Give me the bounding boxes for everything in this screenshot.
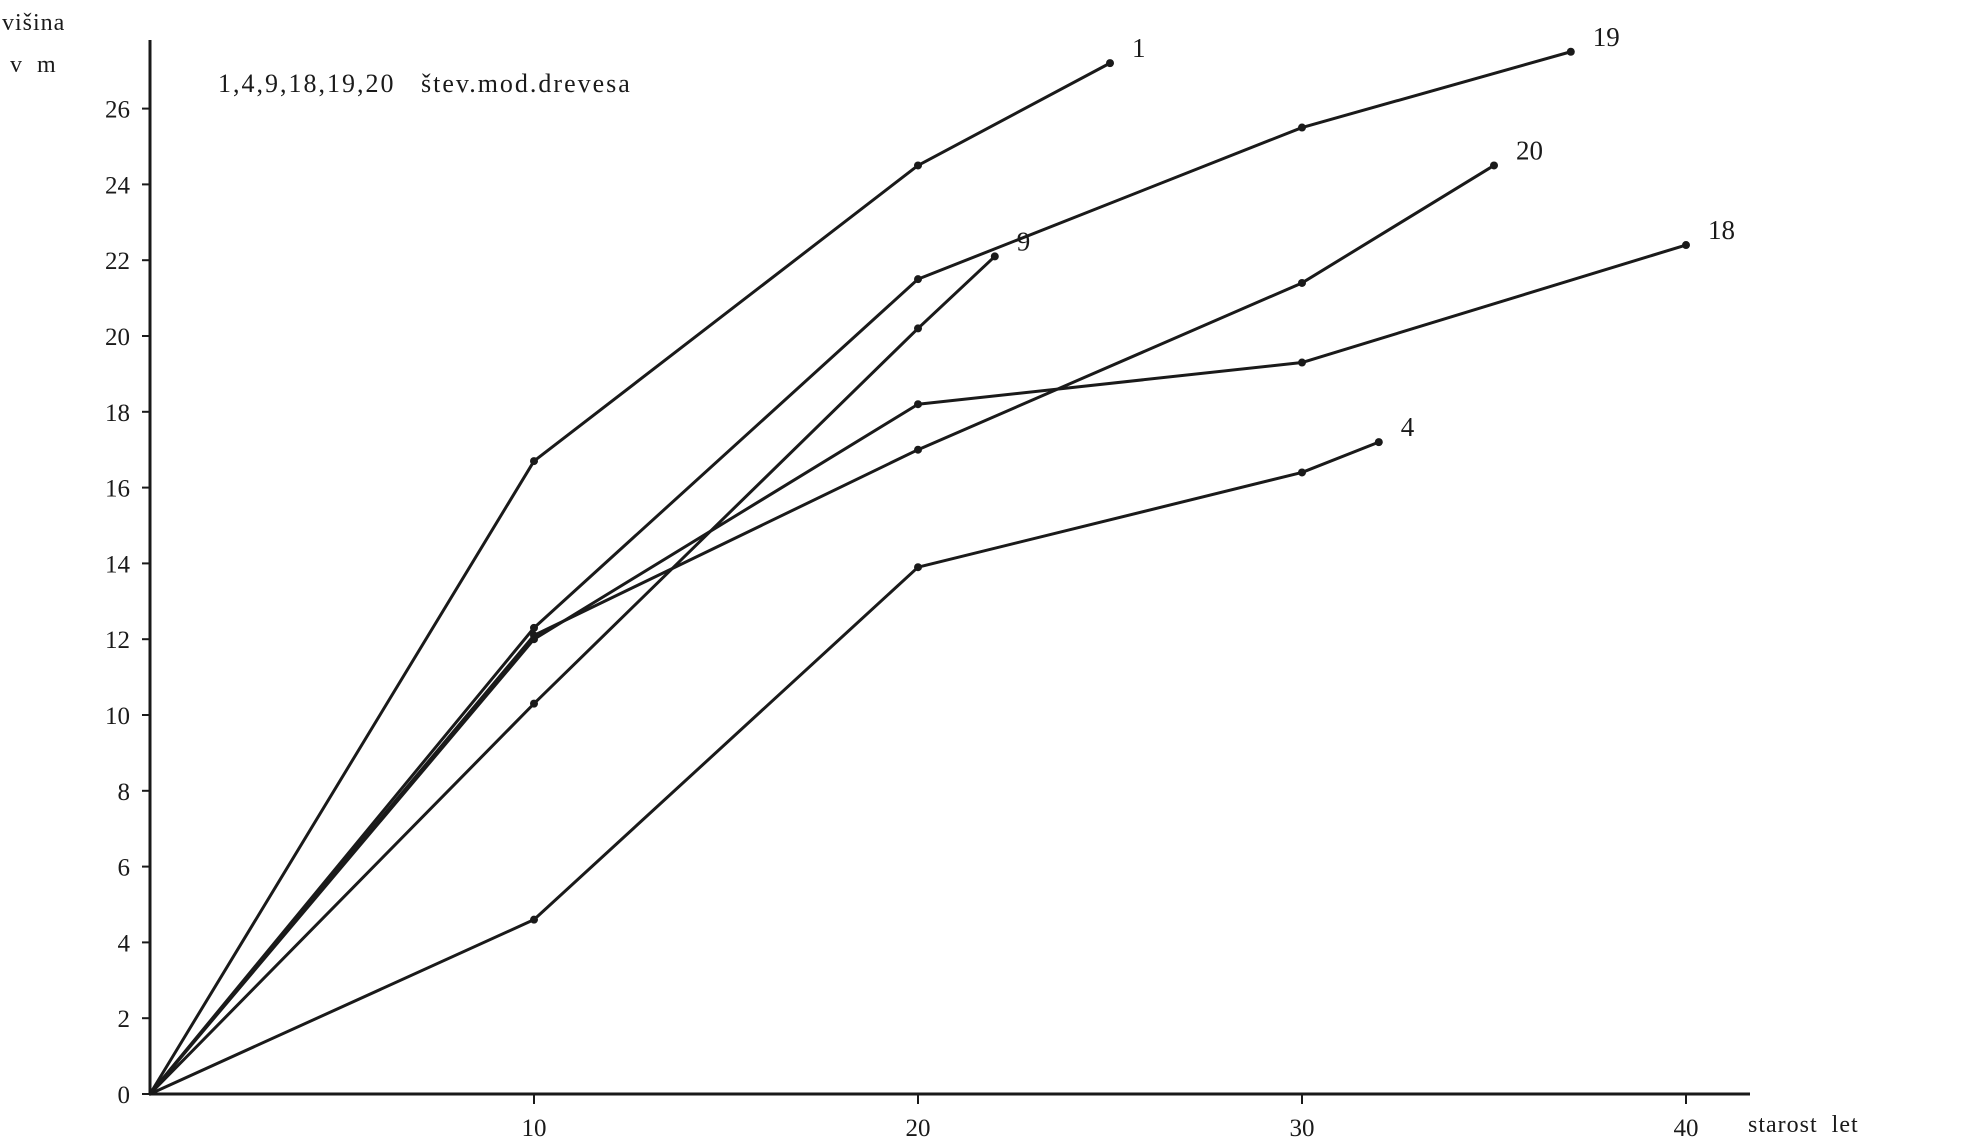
data-point — [914, 324, 922, 333]
y-tick-label: 16 — [105, 476, 130, 503]
x-tick-label: 20 — [906, 1115, 931, 1142]
data-point — [1298, 468, 1306, 477]
y-tick-label: 22 — [105, 248, 130, 275]
series-label: 20 — [1516, 135, 1543, 165]
series-label: 18 — [1708, 215, 1735, 245]
series-line — [148, 163, 1496, 1096]
data-point — [990, 252, 999, 261]
data-point — [1298, 278, 1306, 287]
data-point — [914, 563, 922, 572]
x-tick-label: 30 — [1290, 1115, 1315, 1142]
axes — [148, 40, 1750, 1096]
y-tick-label: 0 — [118, 1082, 131, 1109]
series-line — [148, 254, 997, 1096]
x-tick-label: 10 — [522, 1115, 547, 1142]
data-point — [530, 631, 538, 640]
y-tick-label: 2 — [118, 1006, 131, 1033]
y-axis-title-line2: v m — [10, 52, 57, 78]
series-line — [148, 440, 1381, 1096]
series-label: 4 — [1401, 412, 1415, 442]
y-tick-label: 20 — [105, 324, 130, 351]
data-point — [1298, 123, 1306, 132]
data-point — [914, 275, 922, 284]
y-tick-label: 6 — [118, 855, 131, 882]
series-label: 9 — [1017, 226, 1031, 256]
y-tick-label: 18 — [105, 400, 130, 427]
series-9: 9 — [148, 226, 1031, 1096]
x-tick-label: 40 — [1674, 1115, 1699, 1142]
y-tick-label: 10 — [105, 703, 130, 730]
x-axis-title: starost let — [1748, 1112, 1859, 1138]
y-tick-label: 8 — [118, 779, 131, 806]
data-point — [530, 457, 538, 466]
series-19: 19 — [148, 22, 1620, 1096]
y-tick-label: 12 — [105, 627, 130, 654]
series-20: 20 — [148, 135, 1543, 1096]
data-point — [914, 161, 922, 170]
data-point — [914, 400, 922, 409]
data-point — [530, 623, 538, 632]
data-point — [1298, 358, 1306, 367]
data-point — [1682, 241, 1690, 250]
series-4: 4 — [148, 412, 1415, 1096]
y-tick-label: 4 — [118, 930, 131, 957]
series-18: 18 — [148, 215, 1735, 1096]
y-axis-title-line1: višina — [2, 10, 65, 36]
y-tick-label: 24 — [105, 172, 131, 199]
data-point — [1106, 59, 1114, 68]
data-point — [530, 699, 538, 708]
series-line — [148, 61, 1112, 1096]
series-label: 1 — [1132, 33, 1146, 63]
series-group: 1 4 9 18 19 20 — [148, 22, 1735, 1096]
data-point — [1490, 161, 1498, 170]
x-ticks: 10 20 30 40 — [522, 1094, 1699, 1142]
data-point — [914, 445, 922, 454]
data-point — [1374, 438, 1383, 447]
series-line — [148, 243, 1688, 1096]
data-point — [530, 915, 538, 924]
y-tick-label: 14 — [105, 551, 131, 578]
series-label: 19 — [1593, 22, 1620, 52]
chart-annotation: 1,4,9,18,19,20 štev.mod.drevesa — [218, 69, 632, 98]
series-1: 1 — [148, 33, 1146, 1096]
y-tick-label: 26 — [105, 97, 130, 124]
data-point — [1566, 47, 1575, 56]
